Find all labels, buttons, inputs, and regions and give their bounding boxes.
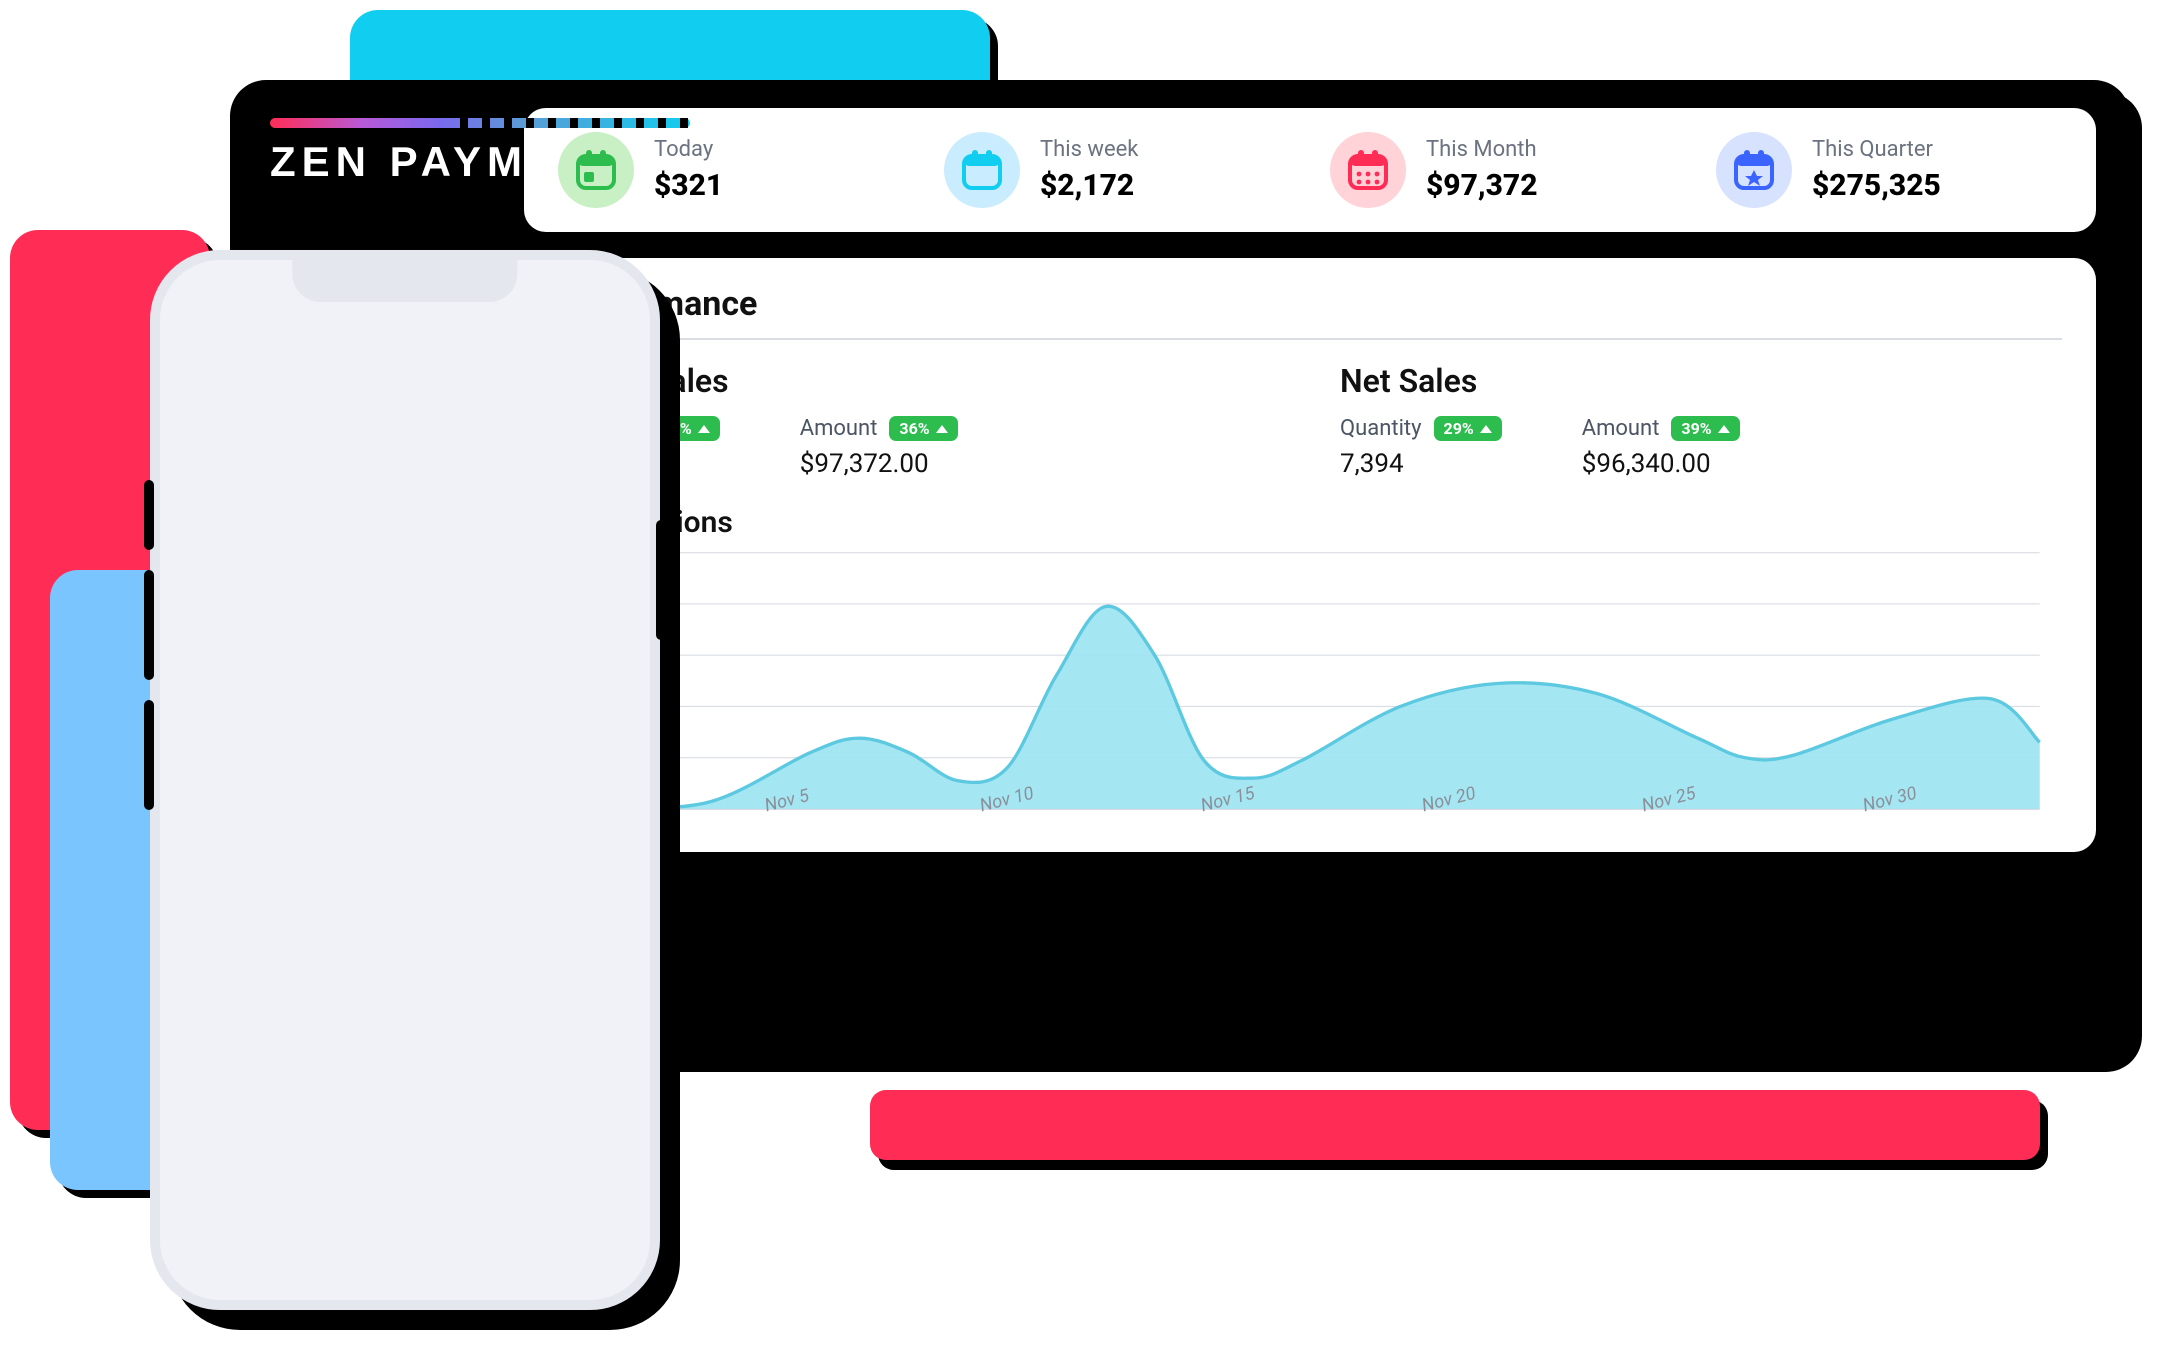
summary-stat-month: This Month $97,372 bbox=[1330, 132, 1676, 208]
summary-label: This Quarter bbox=[1812, 137, 1941, 162]
gross-amount-value: $97,372.00 bbox=[800, 449, 958, 479]
summary-stat-week: This week $2,172 bbox=[944, 132, 1290, 208]
net-amount-label: Amount bbox=[1582, 416, 1660, 441]
stage: ZEN PAYMENTS Today $321 This week $2,172… bbox=[0, 0, 2170, 1345]
summary-value: $321 bbox=[654, 168, 723, 203]
summary-label: Today bbox=[654, 137, 723, 162]
trend-up-icon bbox=[698, 425, 710, 433]
gross-sales-column: Gross Sales Quantity 25% 7,432 Amount bbox=[558, 362, 1280, 479]
phone-side-button bbox=[144, 700, 154, 810]
trend-up-icon bbox=[1480, 425, 1492, 433]
gross-amount-delta-badge: 36% bbox=[889, 416, 957, 441]
calendar-week-icon bbox=[944, 132, 1020, 208]
trend-up-icon bbox=[1718, 425, 1730, 433]
summary-stat-text: This week $2,172 bbox=[1040, 137, 1138, 203]
performance-card: Performance Gross Sales Quantity 25% 7,4… bbox=[524, 258, 2096, 852]
performance-title: Performance bbox=[558, 284, 2062, 340]
gross-quantity-delta-badge: 25% bbox=[652, 416, 720, 441]
net-quantity-label: Quantity bbox=[1340, 416, 1422, 441]
net-quantity-metric: Quantity 29% 7,394 bbox=[1340, 416, 1502, 479]
net-sales-column: Net Sales Quantity 29% 7,394 Amount bbox=[1340, 362, 2062, 479]
gross-amount-label: Amount bbox=[800, 416, 878, 441]
calendar-day-icon bbox=[558, 132, 634, 208]
net-sales-title: Net Sales bbox=[1340, 362, 2062, 400]
summary-value: $97,372 bbox=[1426, 168, 1538, 203]
calendar-month-icon bbox=[1330, 132, 1406, 208]
summary-stat-text: Today $321 bbox=[654, 137, 723, 203]
summary-stat-text: This Month $97,372 bbox=[1426, 137, 1538, 203]
summary-stat-today: Today $321 bbox=[558, 132, 904, 208]
trend-up-icon bbox=[936, 425, 948, 433]
net-amount-value: $96,340.00 bbox=[1582, 449, 1740, 479]
summary-label: This week bbox=[1040, 137, 1138, 162]
net-amount-metric: Amount 39% $96,340.00 bbox=[1582, 416, 1740, 479]
phone-side-button bbox=[144, 480, 154, 550]
summary-stat-text: This Quarter $275,325 bbox=[1812, 137, 1941, 203]
sales-grid: Gross Sales Quantity 25% 7,432 Amount bbox=[558, 362, 2062, 479]
transactions-title: Transactions bbox=[558, 505, 2062, 540]
brand-accent-bar bbox=[270, 118, 690, 128]
net-amount-delta-badge: 39% bbox=[1671, 416, 1739, 441]
transactions-chart: 100200300400500Nov 1Nov 5Nov 10Nov 15Nov… bbox=[558, 546, 2062, 828]
summary-stat-quarter: This Quarter $275,325 bbox=[1716, 132, 2062, 208]
net-quantity-value: 7,394 bbox=[1340, 449, 1502, 479]
calendar-quarter-icon bbox=[1716, 132, 1792, 208]
gross-amount-metric: Amount 36% $97,372.00 bbox=[800, 416, 958, 479]
summary-label: This Month bbox=[1426, 137, 1538, 162]
phone-mockup bbox=[150, 250, 660, 1310]
net-quantity-delta-badge: 29% bbox=[1434, 416, 1502, 441]
phone-side-button bbox=[144, 570, 154, 680]
summary-value: $275,325 bbox=[1812, 168, 1941, 203]
summary-value: $2,172 bbox=[1040, 168, 1138, 203]
decorative-card-pink-bottom bbox=[870, 1090, 2040, 1160]
phone-side-button bbox=[656, 520, 666, 640]
phone-notch bbox=[292, 260, 517, 302]
gross-sales-title: Gross Sales bbox=[558, 362, 1280, 400]
